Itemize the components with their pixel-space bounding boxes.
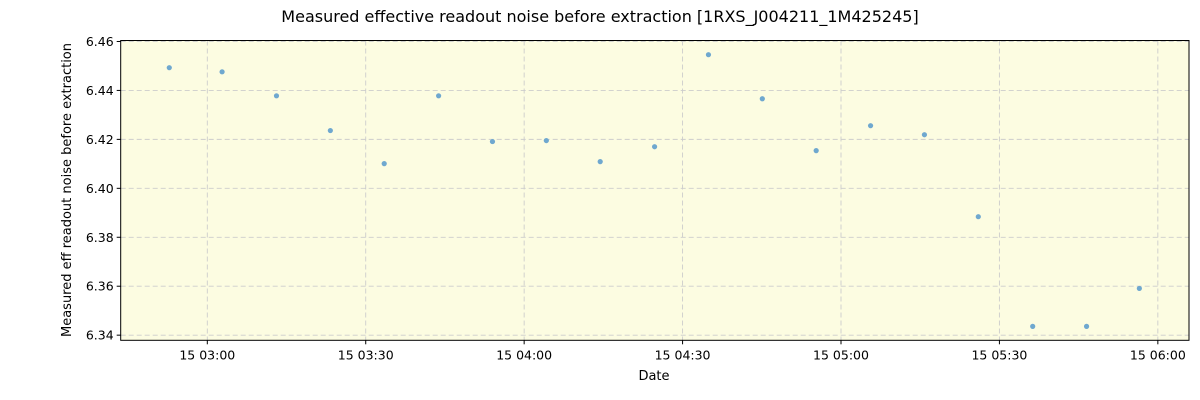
data-point <box>921 132 928 138</box>
data-point <box>867 123 874 129</box>
y-axis-ticks: 6.34 6.36 6.38 6.40 6.42 6.44 6.46 <box>86 34 121 343</box>
data-points <box>166 52 1142 329</box>
y-tick-label: 6.42 <box>86 132 114 147</box>
y-tick-label: 6.40 <box>86 181 114 196</box>
data-point <box>759 96 765 102</box>
x-tick-label: 15 05:00 <box>813 347 869 362</box>
data-point <box>327 127 333 134</box>
x-tick-label: 15 03:30 <box>338 347 394 362</box>
y-tick-label: 6.34 <box>86 328 114 343</box>
data-point <box>813 148 819 154</box>
data-point <box>166 65 172 71</box>
data-point <box>543 137 549 144</box>
grid-lines <box>120 40 1189 341</box>
data-point <box>273 93 280 99</box>
chart-title: Measured effective readout noise before … <box>281 7 918 27</box>
data-point <box>219 69 225 75</box>
data-point <box>705 52 712 58</box>
plot-frame <box>120 40 1190 341</box>
y-tick-label: 6.36 <box>86 279 114 294</box>
y-axis-label: Measured eff readout noise before extrac… <box>60 43 75 337</box>
x-axis-ticks: 15 03:00 15 03:30 15 04:00 15 04:30 15 05:00… <box>179 340 1186 362</box>
y-tick-label: 6.38 <box>86 230 114 245</box>
data-point <box>1136 285 1142 292</box>
x-tick-label: 15 05:30 <box>971 347 1027 362</box>
x-tick-label: 15 04:00 <box>496 347 552 362</box>
data-point <box>381 161 387 167</box>
plot-area <box>120 40 1190 341</box>
data-point <box>651 144 658 150</box>
y-tick-label: 6.44 <box>86 83 114 98</box>
data-point <box>1083 323 1090 329</box>
x-tick-label: 15 04:30 <box>655 347 711 362</box>
x-tick-label: 15 03:00 <box>179 347 235 362</box>
data-point <box>975 214 981 220</box>
x-tick-label: 15 06:00 <box>1130 347 1186 362</box>
y-tick-label: 6.46 <box>86 34 114 49</box>
data-point <box>436 93 442 99</box>
data-point <box>1030 323 1036 329</box>
x-axis-label: Date <box>638 369 669 384</box>
data-point <box>597 159 603 165</box>
data-point <box>489 138 496 145</box>
